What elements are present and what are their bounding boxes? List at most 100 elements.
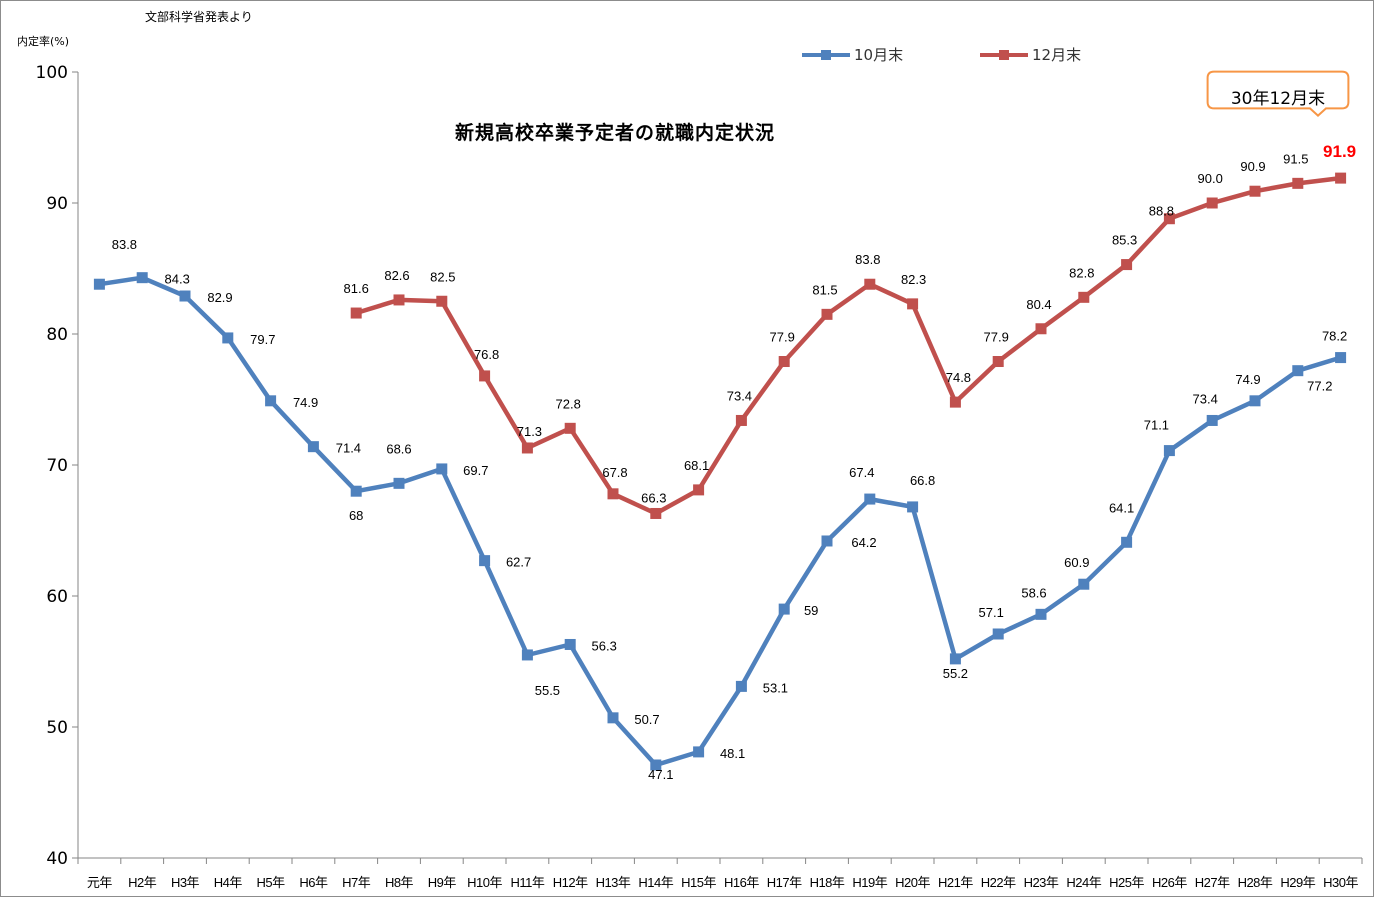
data-point-marker — [479, 370, 491, 382]
data-label: 83.8 — [112, 237, 137, 252]
x-tick-label: H11年 — [510, 875, 544, 890]
data-point-marker — [1035, 323, 1047, 335]
data-label: 88.8 — [1149, 204, 1174, 219]
x-tick-label: H6年 — [299, 875, 328, 890]
data-point-marker — [521, 649, 533, 661]
data-point-marker — [1249, 185, 1261, 197]
data-label: 90.9 — [1240, 159, 1265, 174]
x-tick-label: H17年 — [767, 875, 802, 890]
x-tick-label: H4年 — [214, 875, 243, 890]
data-label: 90.0 — [1198, 171, 1223, 186]
x-tick-label: H27年 — [1195, 875, 1230, 890]
x-tick-label: H18年 — [810, 875, 845, 890]
data-label: 56.3 — [592, 638, 617, 653]
data-point-marker — [393, 294, 405, 306]
x-tick-label: H7年 — [342, 875, 371, 890]
data-point-marker — [222, 332, 234, 344]
data-label: 66.8 — [910, 473, 935, 488]
x-tick-label: H25年 — [1109, 875, 1144, 890]
data-point-marker — [350, 485, 362, 497]
data-point-marker — [1206, 197, 1218, 209]
x-tick-label: H21年 — [938, 875, 973, 890]
data-label: 73.4 — [727, 388, 752, 403]
x-tick-label: H10年 — [467, 875, 502, 890]
x-tick-label: H8年 — [385, 875, 414, 890]
data-label: 74.9 — [293, 395, 318, 410]
data-label: 82.5 — [430, 269, 455, 284]
data-point-marker — [1249, 395, 1261, 407]
callout-bubble — [1206, 70, 1350, 117]
data-label: 77.9 — [984, 330, 1009, 345]
data-point-marker — [735, 680, 747, 692]
data-point-marker — [1035, 608, 1047, 620]
data-label: 82.3 — [901, 272, 926, 287]
y-tick-label: 80 — [46, 325, 68, 345]
data-label: 58.6 — [1021, 585, 1046, 600]
data-label: 85.3 — [1112, 233, 1137, 248]
data-point-marker — [521, 442, 533, 454]
data-point-marker — [436, 463, 448, 475]
data-label: 83.8 — [855, 252, 880, 267]
data-point-marker — [1292, 365, 1304, 377]
data-point-marker — [607, 488, 619, 500]
data-label: 53.1 — [763, 680, 788, 695]
data-label: 91.9 — [1323, 142, 1356, 161]
data-point-marker — [350, 307, 362, 319]
data-label: 64.2 — [851, 535, 876, 550]
data-label: 80.4 — [1026, 297, 1051, 312]
data-label: 71.3 — [517, 424, 542, 439]
data-label: 81.6 — [344, 281, 369, 296]
data-label: 73.4 — [1193, 391, 1218, 406]
data-point-marker — [949, 396, 961, 408]
data-point-marker — [1121, 536, 1133, 548]
data-point-marker — [393, 477, 405, 489]
data-point-marker — [778, 603, 790, 615]
data-point-marker — [479, 555, 491, 567]
y-tick-label: 50 — [46, 718, 68, 738]
legend-marker-october — [821, 50, 831, 60]
x-tick-label: H15年 — [681, 875, 716, 890]
data-label: 55.2 — [943, 666, 968, 681]
data-point-marker — [907, 298, 919, 310]
data-label: 82.8 — [1069, 265, 1094, 280]
data-label: 72.8 — [556, 396, 581, 411]
x-tick-label: H14年 — [638, 875, 673, 890]
x-tick-label: H2年 — [128, 875, 157, 890]
x-tick-label: H3年 — [171, 875, 200, 890]
x-tick-label: H23年 — [1024, 875, 1059, 890]
y-tick-label: 100 — [36, 63, 68, 83]
x-tick-label: H13年 — [596, 875, 631, 890]
data-label: 60.9 — [1064, 555, 1089, 570]
legend-marker-december — [999, 50, 1009, 60]
x-tick-label: H29年 — [1280, 875, 1315, 890]
data-label: 74.9 — [1235, 372, 1260, 387]
y-tick-label: 70 — [46, 456, 68, 476]
data-label: 82.6 — [384, 268, 409, 283]
data-point-marker — [1121, 259, 1133, 271]
y-axis-title: 内定率(%) — [17, 35, 70, 48]
x-tick-label: H9年 — [428, 875, 457, 890]
source-note: 文部科学省発表より — [145, 10, 253, 24]
data-point-marker — [265, 395, 277, 407]
data-label: 64.1 — [1109, 500, 1134, 515]
data-point-marker — [1163, 445, 1175, 457]
x-tick-label: H19年 — [852, 875, 887, 890]
data-label: 71.4 — [336, 441, 361, 456]
data-label: 62.7 — [506, 555, 531, 570]
data-point-marker — [992, 356, 1004, 368]
data-point-marker — [93, 278, 105, 290]
x-tick-label: H26年 — [1152, 875, 1187, 890]
data-point-marker — [136, 272, 148, 284]
data-point-marker — [650, 759, 662, 771]
data-label: 67.4 — [849, 465, 874, 480]
data-label: 78.2 — [1322, 329, 1347, 344]
data-point-marker — [1163, 213, 1175, 225]
data-label: 55.5 — [535, 683, 560, 698]
series-line-1 — [355, 175, 1341, 516]
data-label: 76.8 — [474, 347, 499, 362]
data-point-marker — [436, 295, 448, 307]
data-point-marker — [778, 356, 790, 368]
data-point-marker — [907, 501, 919, 513]
callout-text: 30年12月末 — [1230, 89, 1326, 109]
